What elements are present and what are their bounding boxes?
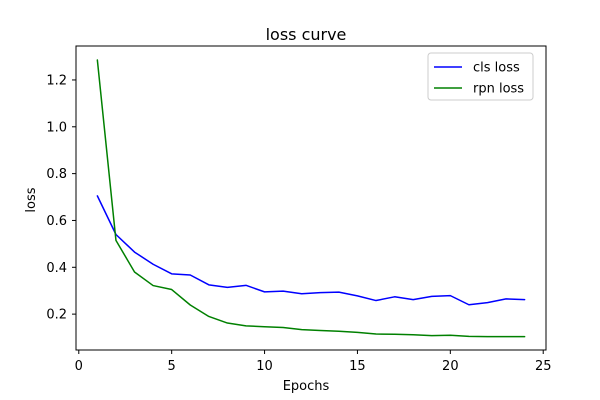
y-axis: 0.2 0.4 0.6 0.8 1.0 1.2 bbox=[46, 73, 76, 323]
legend-label: rpn loss bbox=[473, 82, 524, 97]
series-line-cls-loss bbox=[96, 195, 526, 306]
series-layer bbox=[96, 59, 526, 338]
x-tick-label: 20 bbox=[442, 359, 459, 374]
x-tick-label: 15 bbox=[349, 359, 366, 374]
y-tick-label: 0.2 bbox=[46, 308, 67, 323]
legend-label: cls loss bbox=[473, 61, 520, 76]
x-tick-label: 5 bbox=[168, 359, 176, 374]
y-tick-label: 1.2 bbox=[46, 73, 67, 88]
y-tick-label: 0.6 bbox=[46, 214, 67, 229]
y-tick-label: 1.0 bbox=[46, 120, 67, 135]
y-tick-label: 0.8 bbox=[46, 167, 67, 182]
x-tick-label: 10 bbox=[256, 359, 273, 374]
x-tick-label: 0 bbox=[75, 359, 83, 374]
legend: cls loss rpn loss bbox=[427, 52, 534, 101]
y-tick-label: 0.4 bbox=[46, 261, 67, 276]
chart-title: loss curve bbox=[266, 25, 347, 44]
series-line-rpn-loss bbox=[96, 59, 526, 338]
x-tick-label: 25 bbox=[535, 359, 552, 374]
y-axis-label: loss bbox=[24, 187, 39, 212]
x-axis-label: Epochs bbox=[283, 379, 330, 394]
plot-area bbox=[75, 45, 547, 351]
x-axis: 0 5 10 15 20 25 bbox=[75, 350, 552, 374]
